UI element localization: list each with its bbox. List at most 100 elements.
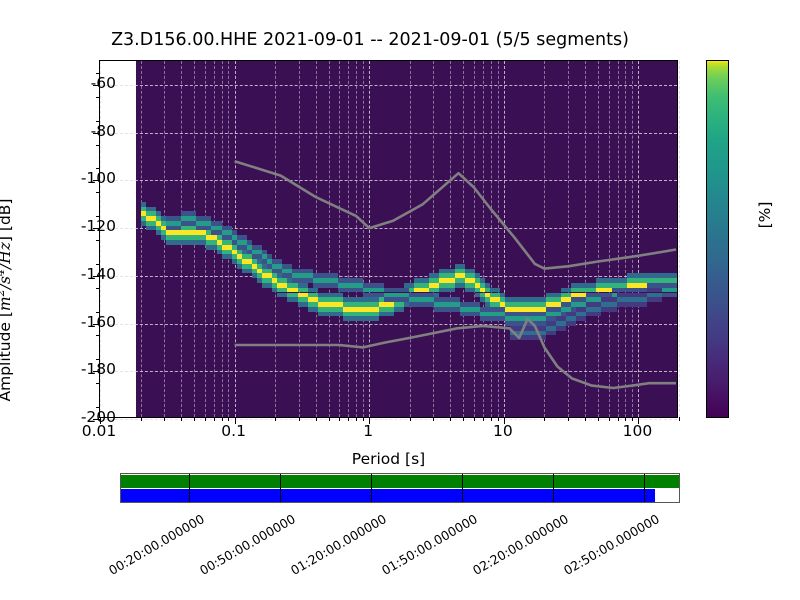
ppsd-cell [216,225,222,231]
ppsd-cell [160,225,166,231]
ppsd-cell [353,311,359,317]
ppsd-cell [292,287,298,293]
ppsd-cell [652,287,658,293]
coverage-tick [189,474,191,502]
ppsd-cell [571,321,577,326]
ppsd-cell [525,297,531,303]
ppsd-cell [642,297,648,303]
ppsd-cell [155,230,161,236]
ppsd-cell [540,330,546,336]
ppsd-cell [479,316,485,322]
ppsd-cell [383,311,389,317]
ppsd-cell [338,302,344,307]
ppsd-cell [287,287,293,293]
y-axis-label: Amplitude [m2/s4/Hz] [dB] [0,150,14,450]
ppsd-cell [490,306,496,312]
ppsd-cell [657,273,663,279]
ppsd-cell [140,206,146,212]
ppsd-cell [439,268,445,274]
ppsd-cell [378,302,384,307]
noise-model-svg [234,159,677,390]
ppsd-cell [170,216,176,221]
ppsd-cell [601,306,607,312]
ppsd-cell [251,268,258,274]
ppsd-cell [601,292,607,298]
ppsd-cell [601,297,607,303]
ppsd-cell [626,287,632,293]
ppsd-cell [631,282,637,288]
ppsd-cell [216,240,222,245]
ppsd-cell [555,292,561,298]
ppsd-cell [631,292,637,298]
ppsd-cell [479,292,485,298]
y-tick [93,323,100,325]
ppsd-cell [444,287,450,293]
time-axis-label: 01:20:00.000000 [288,511,389,578]
ppsd-cell [378,287,384,293]
ppsd-cell [626,292,632,298]
y-tick [93,132,100,134]
ppsd-cell [454,297,460,303]
ppsd-cell [393,287,399,293]
ppsd-cell [231,249,237,255]
ppsd-cell [373,282,379,288]
ppsd-cell [327,311,333,317]
time-coverage-panel [120,473,680,503]
ppsd-cell [358,316,364,322]
ppsd-cell [606,278,612,283]
ppsd-cell [160,216,166,221]
ppsd-cell [292,273,298,279]
psd-segments-bar [121,489,679,502]
ppsd-cell [530,306,536,312]
y-tick-label: -200 [80,408,116,426]
ppsd-cell [333,311,339,317]
ppsd-cell [434,273,440,279]
ppsd-cell [221,249,227,255]
ppsd-cell [358,287,364,293]
ppsd-cell [429,273,435,279]
x-minor-tick [409,417,411,421]
ppsd-cell [378,282,384,288]
ppsd-cell [479,306,485,312]
ppsd-cell [439,278,445,283]
y-tick-label: -120 [80,217,116,236]
ppsd-cell [353,306,359,312]
ppsd-cell [439,306,445,312]
ppsd-cell [662,278,668,283]
ppsd-cell [343,297,349,303]
x-tick [234,417,236,424]
ppsd-cell [662,282,668,288]
ppsd-cell [170,235,176,240]
ppsd-cell [505,297,511,303]
ppsd-cell [647,282,653,288]
ppsd-cell [576,316,582,322]
ppsd-cell [606,302,612,307]
x-minor-tick [568,417,570,421]
x-minor-tick [608,417,610,421]
ppsd-cell [348,297,354,303]
ppsd-cell [530,297,536,303]
ppsd-cell [150,206,156,212]
time-axis-label: 01:50:00.000000 [378,511,480,578]
noise-model-nhnm [234,159,677,270]
ppsd-cell [368,292,374,298]
ppsd-cell [292,278,298,283]
ppsd-cell [317,292,323,298]
ppsd-cell [262,249,268,255]
ppsd-cell [647,278,653,283]
ppsd-cell [236,240,242,245]
ppsd-cell [449,297,455,303]
ppsd-cell [312,302,318,307]
ppsd-cell [297,282,303,288]
ppsd-cell [444,302,450,307]
ppsd-cell [302,302,308,307]
x-minor-tick [597,417,599,421]
ppsd-cell [226,230,232,236]
ppsd-cell [449,302,455,307]
ppsd-cell [343,278,349,283]
y-minor-tick [96,359,100,361]
ppsd-cell [368,302,374,307]
ppsd-cell [186,220,192,226]
ppsd-cell [626,278,632,283]
ppsd-cell [596,278,602,283]
